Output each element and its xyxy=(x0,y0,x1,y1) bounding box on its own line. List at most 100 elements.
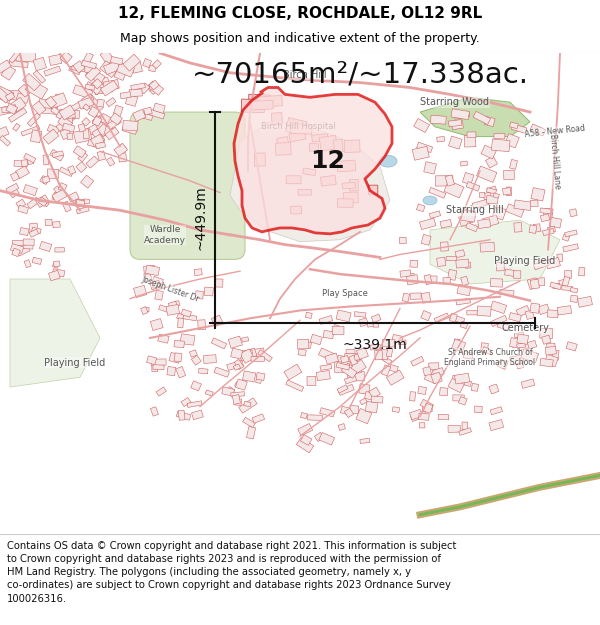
Bar xyxy=(325,353,338,364)
Bar xyxy=(320,408,335,417)
Bar xyxy=(511,340,523,348)
Bar xyxy=(475,406,482,412)
Bar xyxy=(525,310,534,319)
Bar xyxy=(553,283,560,289)
Bar xyxy=(510,355,524,365)
Bar xyxy=(257,350,272,362)
Bar xyxy=(6,104,17,114)
Bar xyxy=(191,410,203,420)
Bar xyxy=(570,295,578,302)
Bar xyxy=(47,124,60,134)
Bar xyxy=(503,170,514,179)
Bar xyxy=(100,50,114,64)
Bar xyxy=(66,116,73,124)
Bar xyxy=(122,125,137,134)
Bar xyxy=(143,107,152,115)
Bar xyxy=(196,291,203,299)
Text: Birch Hill: Birch Hill xyxy=(283,70,327,80)
Bar xyxy=(497,359,508,369)
Bar xyxy=(236,350,253,356)
Bar xyxy=(6,90,23,101)
Bar xyxy=(12,248,20,257)
Bar xyxy=(494,134,505,139)
Bar xyxy=(342,182,356,189)
Bar xyxy=(420,399,434,411)
Bar xyxy=(68,166,76,174)
Bar xyxy=(42,106,58,114)
Bar xyxy=(451,109,469,119)
Bar xyxy=(92,114,108,131)
Bar xyxy=(229,336,242,348)
Bar xyxy=(82,94,94,105)
Bar xyxy=(492,206,506,220)
Bar xyxy=(149,81,164,96)
Bar xyxy=(387,340,394,346)
Bar xyxy=(52,269,65,277)
Bar xyxy=(524,341,537,350)
Bar xyxy=(151,407,158,416)
Bar xyxy=(181,398,191,407)
Bar xyxy=(314,432,324,441)
Bar xyxy=(421,311,431,321)
Bar xyxy=(349,359,367,376)
Bar xyxy=(486,196,498,204)
Bar xyxy=(100,61,118,78)
Bar xyxy=(481,145,497,159)
Bar xyxy=(58,116,73,130)
Bar xyxy=(540,214,550,222)
Bar xyxy=(66,113,76,119)
Bar xyxy=(530,124,546,136)
Bar xyxy=(8,108,27,122)
Bar xyxy=(443,278,451,284)
Bar xyxy=(118,152,127,162)
Bar xyxy=(14,161,27,167)
Bar xyxy=(448,269,457,281)
Bar xyxy=(32,258,42,264)
Bar xyxy=(86,82,104,94)
Bar xyxy=(59,167,73,176)
Bar xyxy=(67,133,73,140)
Bar xyxy=(226,386,235,394)
Bar xyxy=(143,59,152,68)
Bar xyxy=(369,185,378,194)
Bar xyxy=(187,401,202,408)
Bar xyxy=(298,424,313,436)
Bar xyxy=(16,93,29,103)
Bar xyxy=(440,388,448,396)
Bar xyxy=(570,288,578,293)
Bar xyxy=(221,387,235,396)
Bar xyxy=(416,142,433,152)
Bar xyxy=(440,242,448,251)
Bar xyxy=(0,60,11,76)
Bar xyxy=(346,349,355,354)
Bar xyxy=(152,281,160,288)
Bar xyxy=(235,379,247,390)
Bar xyxy=(530,303,540,313)
Bar xyxy=(410,392,416,401)
Text: St Andrew's Church of
England Primary School: St Andrew's Church of England Primary Sc… xyxy=(445,348,536,368)
Bar xyxy=(176,313,184,321)
Polygon shape xyxy=(234,88,392,234)
Bar xyxy=(429,188,446,198)
Bar xyxy=(84,199,89,204)
Bar xyxy=(50,149,64,161)
Bar xyxy=(27,158,34,165)
Bar xyxy=(158,334,169,343)
Bar xyxy=(487,188,496,194)
Bar xyxy=(476,166,497,182)
Bar xyxy=(214,367,229,378)
Bar xyxy=(432,368,444,377)
Bar xyxy=(392,407,400,412)
Bar xyxy=(83,52,94,65)
Bar xyxy=(0,86,14,103)
Bar xyxy=(530,200,538,207)
Bar xyxy=(386,370,404,385)
Bar xyxy=(143,272,152,282)
Bar xyxy=(104,88,113,92)
FancyBboxPatch shape xyxy=(130,112,245,259)
Bar xyxy=(436,176,453,186)
Text: Birch Hill Hospital: Birch Hill Hospital xyxy=(260,122,335,131)
Bar xyxy=(134,286,147,298)
Bar xyxy=(23,74,41,91)
Bar xyxy=(174,341,184,348)
